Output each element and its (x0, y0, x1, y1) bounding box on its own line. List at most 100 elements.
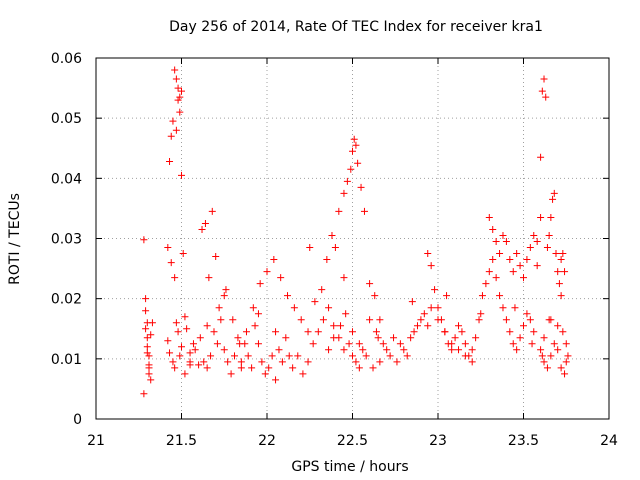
data-point (145, 370, 153, 378)
data-point (386, 352, 394, 360)
data-point (282, 334, 290, 342)
data-point (325, 346, 333, 354)
data-point (210, 328, 218, 336)
data-point (201, 219, 209, 227)
data-point (509, 340, 517, 348)
data-point (383, 346, 391, 354)
data-point (562, 340, 570, 348)
data-point (205, 274, 213, 282)
data-point (458, 328, 466, 336)
data-point (278, 358, 286, 366)
data-point (475, 316, 483, 324)
data-point (349, 328, 356, 336)
data-point (355, 340, 363, 348)
data-point (564, 352, 572, 360)
data-point (172, 126, 180, 134)
data-point (227, 370, 235, 378)
data-point (176, 108, 184, 116)
data-point (142, 295, 150, 303)
data-point (407, 334, 415, 342)
data-point (263, 268, 271, 276)
data-point (261, 370, 269, 378)
data-point (393, 358, 401, 366)
data-point (362, 352, 370, 360)
data-point (142, 325, 150, 333)
data-point (256, 280, 264, 288)
x-tick-label: 21.5 (166, 433, 197, 449)
data-point (284, 292, 292, 300)
data-point (376, 316, 384, 324)
data-point (140, 236, 148, 244)
data-point (244, 352, 252, 360)
data-point (554, 268, 562, 276)
data-point (408, 298, 416, 306)
data-point (360, 207, 368, 215)
data-point (234, 334, 242, 342)
data-point (249, 304, 257, 312)
data-point (285, 352, 293, 360)
x-tick-label: 23 (429, 433, 447, 449)
data-point (431, 286, 439, 294)
data-point (427, 304, 435, 312)
y-tick-label: 0.03 (51, 232, 82, 248)
data-point (299, 370, 307, 378)
data-point (171, 66, 179, 74)
data-point (530, 231, 538, 239)
data-point (557, 292, 565, 300)
y-tick-label: 0.04 (51, 171, 82, 187)
data-point (143, 334, 151, 342)
data-point (516, 334, 524, 342)
data-point (340, 346, 348, 354)
data-point (400, 346, 408, 354)
data-point (290, 304, 298, 312)
data-point (318, 286, 326, 294)
data-point (482, 280, 490, 288)
data-point (222, 286, 230, 294)
data-point (171, 364, 179, 372)
data-point (145, 352, 153, 360)
data-point (502, 316, 510, 324)
data-point (376, 358, 384, 366)
data-point (545, 316, 553, 324)
grid-lines (96, 58, 609, 419)
data-point (167, 132, 175, 140)
data-point (437, 316, 445, 324)
data-point (540, 334, 548, 342)
data-point (189, 340, 197, 348)
data-point (352, 358, 360, 366)
data-point (207, 352, 215, 360)
data-point (530, 328, 538, 336)
data-point (350, 135, 358, 143)
data-point (540, 75, 548, 83)
data-point (236, 340, 244, 348)
data-point (330, 322, 338, 330)
data-point (468, 358, 476, 366)
data-point (478, 292, 486, 300)
data-point (231, 352, 239, 360)
data-point (164, 337, 172, 345)
data-point (448, 346, 456, 354)
data-point (217, 316, 225, 324)
chart-title: Day 256 of 2014, Rate Of TEC Index for r… (169, 19, 543, 35)
data-point (489, 256, 497, 264)
data-point (347, 165, 355, 173)
data-point (142, 307, 150, 315)
data-point (174, 84, 182, 92)
x-tick-label: 22 (258, 433, 276, 449)
data-point (427, 262, 435, 270)
data-point (270, 256, 278, 264)
data-point (492, 238, 500, 246)
data-point (143, 349, 151, 357)
data-point (550, 340, 558, 348)
data-point (166, 349, 174, 357)
data-point (444, 340, 452, 348)
data-point (145, 364, 153, 372)
data-point (229, 316, 237, 324)
data-point (178, 343, 185, 351)
data-point (176, 93, 184, 101)
x-tick-label: 24 (600, 433, 618, 449)
data-point (174, 96, 182, 104)
data-point (390, 334, 398, 342)
data-point (434, 304, 442, 312)
